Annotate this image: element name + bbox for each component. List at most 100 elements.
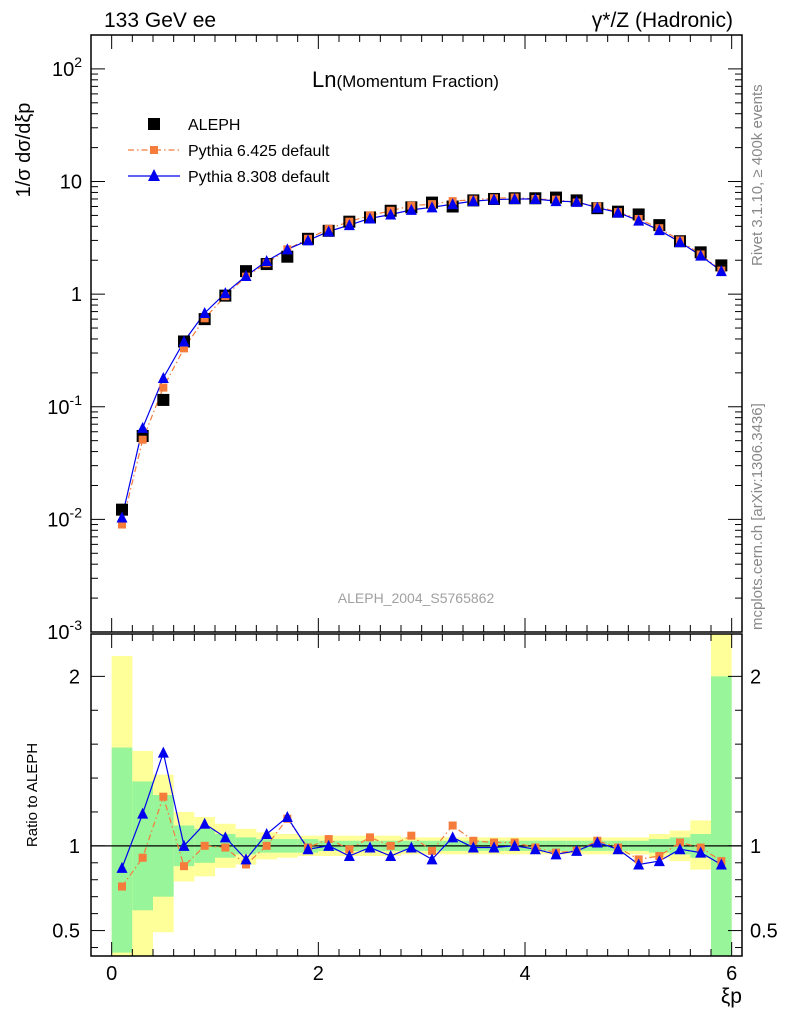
pythia8-ratio-point: [261, 827, 273, 839]
pythia6-point: [118, 520, 126, 529]
main-y-tick-label: 1: [71, 284, 82, 306]
main-y-tick-label: 102: [52, 54, 82, 81]
pythia8-ratio-point: [633, 858, 645, 870]
x-tick-label: 6: [726, 963, 737, 985]
pythia8-point: [571, 195, 583, 207]
plot-title-main: Ln: [312, 67, 336, 92]
pythia8-point: [199, 307, 211, 319]
pythia6-ratio-point: [448, 821, 457, 830]
pythia8-point: [405, 203, 417, 215]
pythia8-point: [323, 225, 335, 237]
pythia8-point: [364, 212, 376, 224]
pythia8-ratio-point: [571, 844, 583, 856]
pythia6-point: [138, 435, 147, 444]
pythia8-point: [529, 192, 541, 204]
pythia6-ratio-point: [180, 862, 188, 871]
pythia6-ratio-point: [366, 833, 374, 842]
pythia8-point: [695, 249, 707, 261]
pythia8-point: [302, 234, 314, 246]
band-inner: [111, 747, 133, 953]
main-series: [116, 191, 728, 529]
pythia8-ratio-point: [323, 839, 335, 851]
ratio-bands: [111, 634, 732, 956]
legend: ALEPH Pythia 6.425 default Pythia 8.308 …: [128, 117, 330, 186]
pythia8-ratio-point: [385, 850, 397, 862]
pythia8-point: [137, 421, 149, 433]
pythia8-point: [343, 219, 355, 231]
ratio-y-tick-label-right: 2: [750, 666, 761, 688]
pythia8-ratio-point: [509, 839, 521, 851]
header-left: 133 GeV ee: [104, 9, 216, 32]
pythia8-ratio-point: [240, 853, 252, 865]
pythia8-point: [178, 335, 190, 347]
pythia8-ratio-point: [591, 836, 603, 848]
pythia8-point: [157, 372, 169, 384]
pythia8-ratio-point: [653, 855, 665, 867]
pythia8-ratio-point: [116, 861, 128, 873]
pythia8-ratio-point: [157, 746, 169, 758]
plot-title-sub: (Momentum Fraction): [336, 72, 498, 91]
pythia8-point: [219, 287, 231, 299]
pythia6-ratio-point: [428, 846, 436, 855]
main-plot-frame: [90, 34, 743, 633]
axis-ticks: [90, 34, 742, 956]
pythia6-ratio-point: [407, 831, 416, 840]
pythia8-point: [550, 195, 562, 207]
main-y-tick-label: 10-2: [47, 504, 82, 531]
header-right: γ*/Z (Hadronic): [592, 9, 733, 32]
pythia8-point: [509, 192, 521, 204]
legend-label-pythia6: Pythia 6.425 default: [188, 143, 330, 160]
pythia8-ratio-point: [219, 831, 231, 843]
pythia8-ratio-point: [178, 839, 190, 851]
pythia8-point: [488, 193, 500, 205]
pythia6-ratio-point: [386, 841, 395, 850]
pythia8-ratio-point: [674, 843, 686, 855]
pythia6-ratio-point: [242, 860, 250, 869]
pythia8-ratio-point: [302, 843, 314, 855]
pythia6-ratio-point: [345, 845, 354, 854]
aleph-point: [281, 250, 294, 263]
ratio-y-tick-label-right: 0.5: [750, 921, 778, 943]
x-tick-label: 0: [106, 963, 117, 985]
pythia8-ratio-point: [715, 858, 727, 870]
pythia8-point: [467, 195, 479, 207]
rivet-info: Rivet 3.1.10, ≥ 400k events: [749, 84, 766, 266]
main-y-axis-label: 1/σ dσ/dξp: [13, 103, 35, 198]
pythia6-line: [121, 196, 722, 525]
ratio-plot-frame: [90, 633, 743, 957]
x-tick-label: 2: [313, 963, 324, 985]
pythia6-point: [200, 314, 209, 323]
pythia8-point: [385, 208, 397, 220]
pythia6-ratio-point: [221, 843, 230, 852]
ratio-y-tick-label-left: 1: [69, 836, 80, 858]
pythia8-point: [447, 198, 459, 210]
pythia6-ratio-point: [159, 792, 168, 801]
pythia8-ratio-point: [199, 817, 211, 829]
pythia6-point: [180, 344, 188, 353]
pythia8-ratio-point: [550, 848, 562, 860]
pythia6-point: [159, 383, 168, 392]
legend-label-pythia8: Pythia 8.308 default: [188, 169, 330, 186]
pythia8-ratio-point: [281, 811, 293, 823]
main-y-tick-label: 10-1: [47, 392, 82, 419]
legend-label-aleph: ALEPH: [188, 117, 240, 134]
main-y-tick-label: 10-3: [47, 617, 82, 644]
aleph-point: [116, 503, 128, 516]
pythia8-ratio-point: [488, 841, 500, 853]
legend-marker-aleph: [148, 118, 160, 130]
pythia8-point: [653, 224, 665, 236]
pythia6-ratio-point: [676, 838, 684, 847]
pythia8-ratio-point: [426, 853, 438, 865]
band-inner: [711, 676, 732, 956]
pythia8-point: [591, 201, 603, 213]
pythia8-ratio-point: [137, 807, 149, 819]
pythia8-point: [674, 236, 686, 248]
aleph-point: [157, 393, 170, 406]
pythia6-ratio-point: [262, 841, 271, 850]
ratio-y-tick-label-left: 0.5: [52, 921, 80, 943]
pythia8-ratio-point: [467, 841, 479, 853]
pythia6-ratio-point: [324, 835, 333, 844]
mcplots-info: mcplots.cern.ch [arXiv:1306.3436]: [749, 403, 766, 630]
legend-marker-pythia8: [148, 169, 160, 181]
